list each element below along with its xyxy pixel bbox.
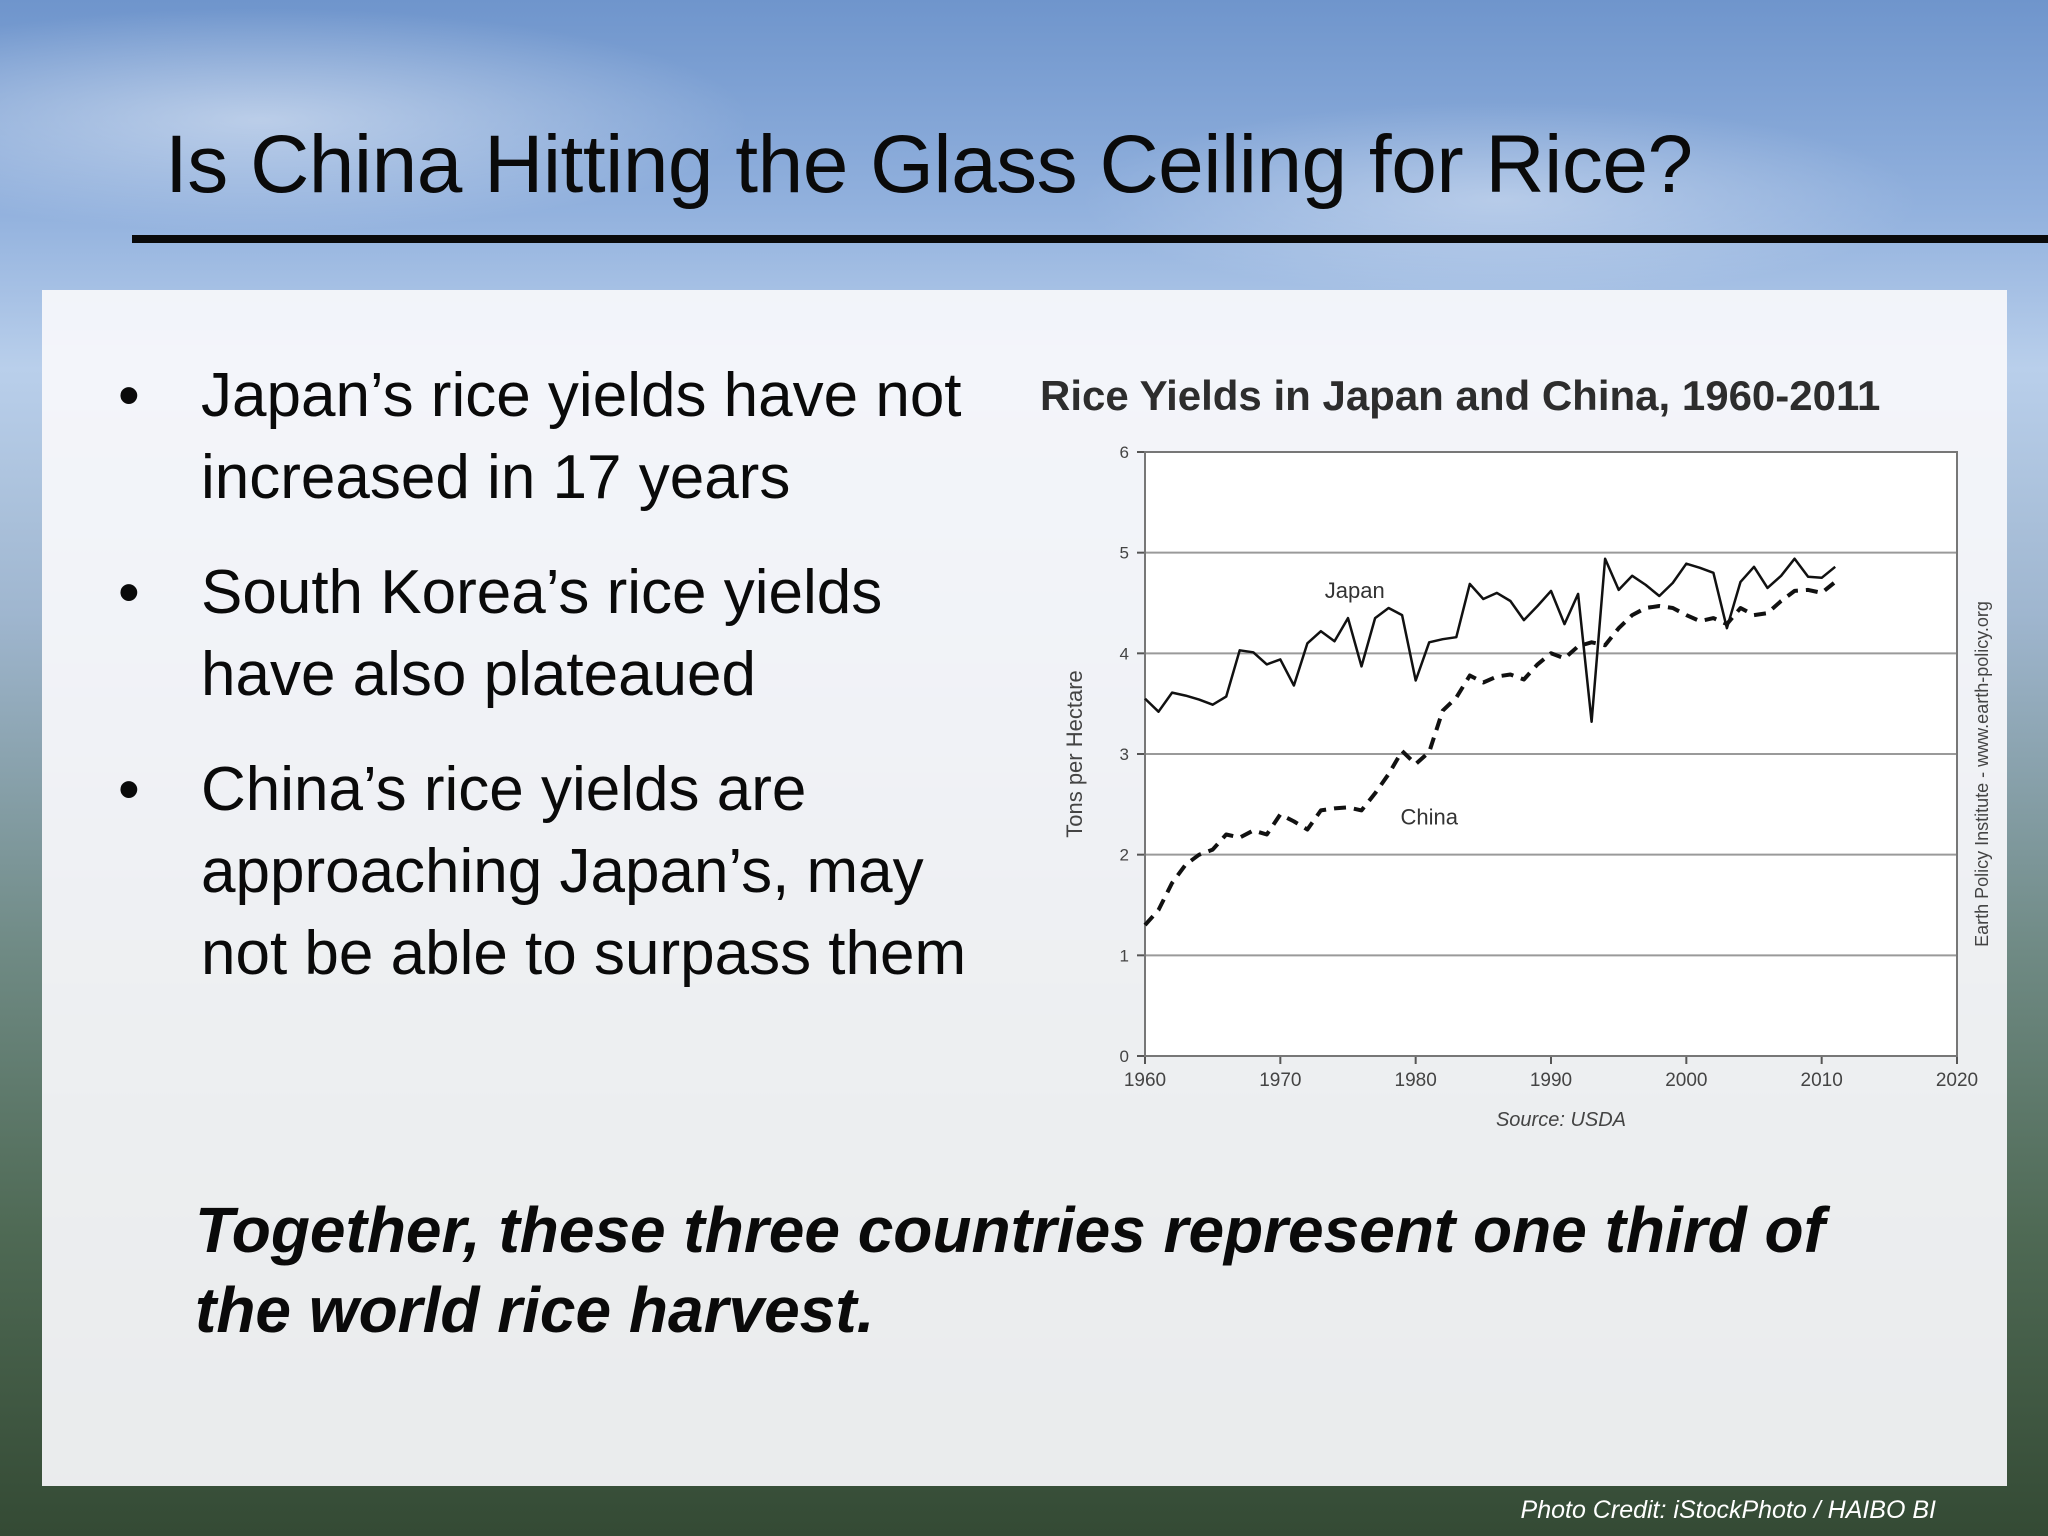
bullet-text: China’s rice yields are approaching Japa… — [201, 755, 967, 988]
y-tick-label: 6 — [1120, 443, 1129, 462]
bullet-item: • China’s rice yields are approaching Ja… — [118, 749, 1018, 995]
x-tick-label: 1960 — [1124, 1070, 1166, 1091]
y-tick-label: 1 — [1120, 946, 1129, 965]
y-axis-label: Tons per Hectare — [1062, 670, 1087, 838]
bullet-marker: • — [118, 361, 140, 430]
chart-source: Source: USDA — [1496, 1109, 1626, 1131]
bullet-item: • Japan’s rice yields have not increased… — [118, 355, 1018, 519]
bullet-list: • Japan’s rice yields have not increased… — [118, 355, 1018, 1028]
y-tick-label: 3 — [1120, 745, 1129, 764]
y-tick-label: 2 — [1120, 846, 1129, 865]
bullet-text: South Korea’s rice yields have also plat… — [201, 558, 883, 709]
series-label-china: China — [1400, 804, 1458, 829]
summary-statement: Together, these three countries represen… — [195, 1194, 1825, 1346]
plot-frame — [1144, 451, 1958, 1057]
title-divider — [132, 235, 2048, 243]
x-tick-label: 2020 — [1936, 1070, 1978, 1091]
series-line-china — [1143, 580, 1837, 927]
x-tick-label: 1970 — [1259, 1070, 1301, 1091]
series-label-japan: Japan — [1325, 578, 1385, 603]
series-line-japan — [1144, 557, 1836, 724]
x-tick-label: 2010 — [1801, 1070, 1843, 1091]
x-tick-label: 2000 — [1665, 1070, 1707, 1091]
slide-title: Is China Hitting the Glass Ceiling for R… — [165, 119, 1693, 210]
bullet-item: • South Korea’s rice yields have also pl… — [118, 552, 1018, 716]
y-tick-label: 0 — [1120, 1047, 1129, 1066]
bullet-marker: • — [118, 755, 140, 824]
chart-title: Rice Yields in Japan and China, 1960-201… — [1040, 372, 1881, 419]
x-tick-label: 1980 — [1395, 1070, 1437, 1091]
bullet-text: Japan’s rice yields have not increased i… — [201, 361, 962, 512]
bullet-marker: • — [118, 558, 140, 627]
rice-yield-chart: 0 1 2 3 4 5 6 1960 1970 1980 1990 2000 2010 2020 Japan… — [1062, 443, 1992, 1131]
chart-side-note: Earth Policy Institute - www.earth-polic… — [1972, 601, 1992, 947]
photo-credit: Photo Credit: iStockPhoto / HAIBO BI — [1520, 1496, 1936, 1524]
y-tick-label: 4 — [1120, 644, 1129, 663]
y-tick-label: 5 — [1120, 544, 1129, 563]
x-tick-label: 1990 — [1530, 1070, 1572, 1091]
